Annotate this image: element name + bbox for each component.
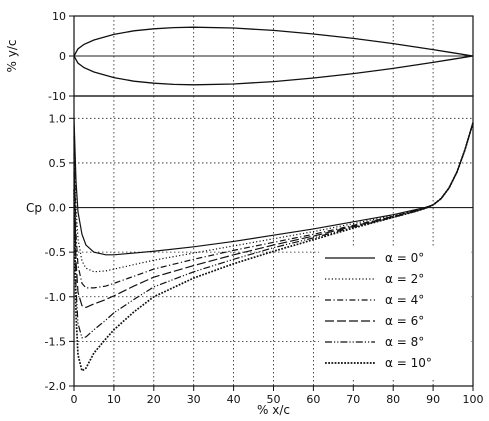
legend-label-5: α = 10°: [385, 356, 432, 370]
bottom-y-tick-labels: -2.0 -1.5 -1.0 -0.5 0.0 0.5 1.0: [45, 112, 66, 393]
top-grid: [69, 15, 474, 97]
airfoil-lower-surface-line: [73, 55, 474, 86]
cp-axis-label: Cp: [26, 201, 42, 215]
top-y-tick-label-0: -10: [48, 90, 66, 103]
x-tick-label-6: 60: [306, 393, 320, 406]
x-tick-label-9: 90: [426, 393, 440, 406]
x-tick-label-4: 40: [227, 393, 241, 406]
top-series-group: [73, 26, 474, 86]
legend-label-2: α = 4°: [385, 293, 424, 307]
x-tick-label-1: 10: [107, 393, 121, 406]
x-tick-label-3: 30: [187, 393, 201, 406]
cp-series-group: [73, 118, 474, 372]
airfoil-upper-surface-line: [73, 26, 474, 57]
pressure-coefficient-panel: -2.0 -1.5 -1.0 -0.5 0.0 0.5 1.0 0 10 20 30 40 50 60 7…: [26, 95, 484, 417]
legend-background: [319, 246, 471, 378]
cp-tick-label-3: -0.5: [45, 246, 66, 259]
x-tick-label-0: 0: [71, 393, 78, 406]
cp-series-line-5: [73, 122, 474, 372]
x-tick-labels: 0 10 20 30 40 50 60 70 80 90 100: [71, 393, 484, 406]
cp-tick-label-4: 0.0: [49, 202, 67, 215]
x-axis-label: % x/c: [257, 403, 290, 417]
x-tick-label-10: 100: [463, 393, 484, 406]
x-tick-label-5: 50: [267, 393, 281, 406]
top-tick-labels: -10 0 10: [48, 10, 66, 103]
legend: α = 0° α = 2° α = 4° α = 6° α = 8° α = 10°: [319, 246, 471, 378]
top-y-axis-label: % y/c: [5, 40, 19, 73]
cp-tick-label-0: -2.0: [45, 380, 66, 393]
legend-label-0: α = 0°: [385, 251, 424, 265]
legend-label-3: α = 6°: [385, 314, 424, 328]
top-y-tick-label-1: 0: [59, 50, 66, 63]
airfoil-profile-panel: -10 0 10 % y/c: [5, 10, 474, 103]
cp-tick-label-2: -1.0: [45, 291, 66, 304]
legend-label-1: α = 2°: [385, 272, 424, 286]
legend-label-4: α = 8°: [385, 335, 424, 349]
x-tick-label-7: 70: [346, 393, 360, 406]
x-tick-label-8: 80: [386, 393, 400, 406]
x-tick-label-2: 20: [147, 393, 161, 406]
cp-series-line-1: [73, 122, 474, 273]
cp-tick-label-6: 1.0: [49, 112, 67, 125]
cp-tick-label-5: 0.5: [49, 157, 67, 170]
cp-tick-label-1: -1.5: [45, 335, 66, 348]
cp-series-line-0: [73, 118, 474, 256]
top-y-tick-label-2: 10: [52, 10, 66, 23]
